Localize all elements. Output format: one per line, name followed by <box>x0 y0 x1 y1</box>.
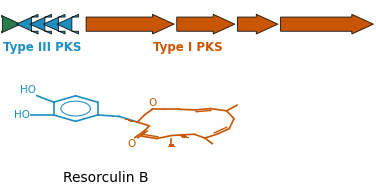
FancyArrow shape <box>177 14 235 34</box>
Text: Type I PKS: Type I PKS <box>153 41 223 54</box>
FancyArrow shape <box>0 14 21 34</box>
Text: HO: HO <box>14 110 30 120</box>
FancyArrow shape <box>43 14 65 34</box>
FancyArrow shape <box>17 14 38 34</box>
Text: O: O <box>148 98 156 108</box>
FancyArrow shape <box>280 14 373 34</box>
Text: O: O <box>127 139 136 149</box>
FancyArrow shape <box>30 14 52 34</box>
FancyArrow shape <box>238 14 278 34</box>
FancyArrow shape <box>57 14 79 34</box>
Text: Resorculin B: Resorculin B <box>63 170 149 184</box>
FancyArrow shape <box>86 14 174 34</box>
Text: Type III PKS: Type III PKS <box>3 41 81 54</box>
Text: HO: HO <box>20 85 36 95</box>
